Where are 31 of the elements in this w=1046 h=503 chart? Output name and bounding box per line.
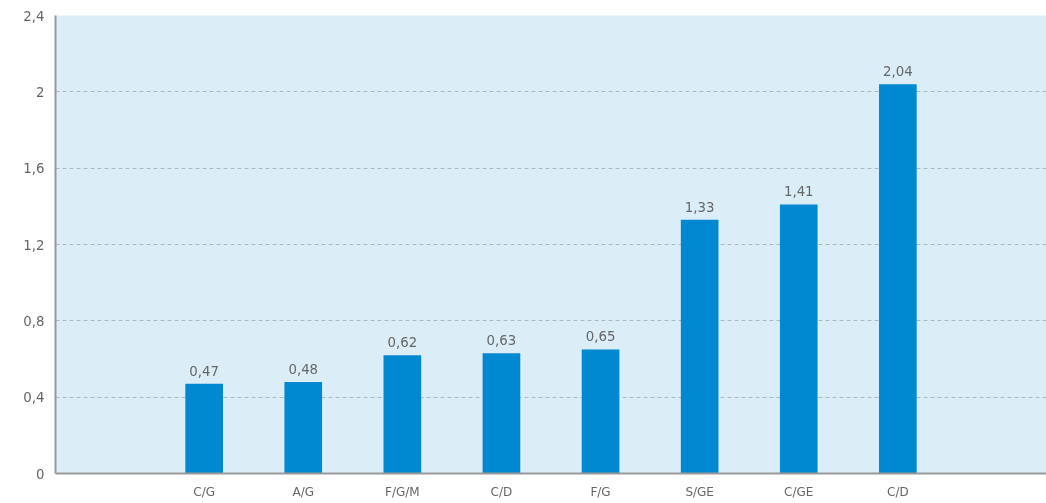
x-tick-label: F/G [590, 484, 611, 499]
data-label: 0,65 [585, 329, 616, 345]
bar [779, 204, 818, 474]
data-label: 0,47 [189, 363, 219, 379]
data-label: 1,41 [783, 184, 814, 200]
bar [680, 219, 719, 474]
x-tick-label: A/G [292, 484, 315, 499]
data-label: 1,33 [684, 199, 715, 215]
bar [879, 84, 917, 474]
x-tick-label: S/GE [685, 484, 714, 499]
y-tick-label: 1,2 [23, 237, 45, 253]
y-tick-label: 0,4 [23, 390, 45, 406]
y-tick-label: 2 [36, 84, 45, 100]
data-label: 0,62 [387, 335, 418, 351]
x-tick-label: C/G [193, 484, 216, 499]
y-tick-label: 0 [36, 466, 45, 482]
y-tick-label: 1,6 [23, 161, 45, 177]
bar [383, 355, 422, 474]
x-tick-label: C/D [490, 484, 513, 499]
bar [185, 383, 223, 474]
bar [581, 349, 620, 474]
bar [284, 381, 323, 474]
y-tick-label: 2,4 [23, 8, 45, 24]
x-tick-label: C/D [887, 484, 909, 499]
data-label: 0,63 [486, 333, 517, 349]
x-tick-label: F/G/M [385, 484, 420, 499]
bar [482, 353, 521, 474]
x-tick-label: C/GE [784, 484, 814, 499]
data-label: 0,48 [288, 361, 319, 377]
y-tick-label: 0,8 [23, 313, 45, 329]
data-label: 2,04 [883, 64, 913, 80]
